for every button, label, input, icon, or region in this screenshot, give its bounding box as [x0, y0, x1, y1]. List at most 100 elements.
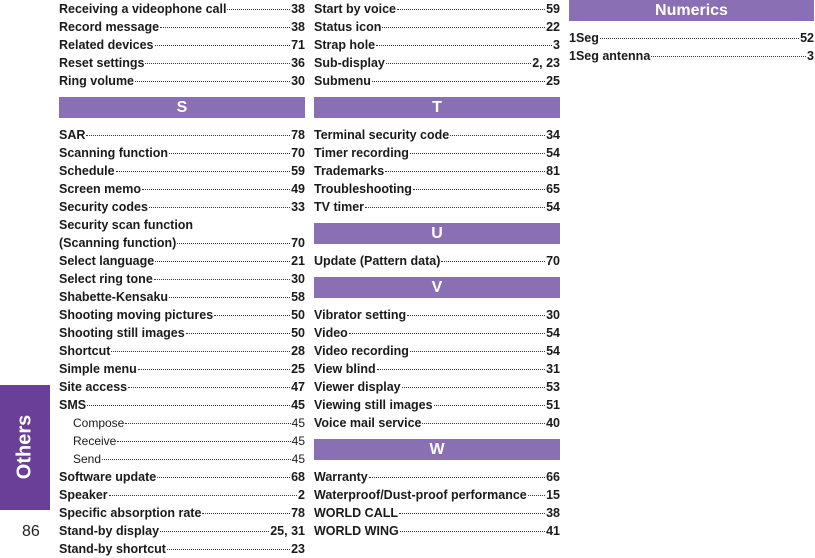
index-entry-term: Select ring tone — [59, 272, 153, 286]
dot-leader — [348, 333, 546, 334]
index-entry-page: 34 — [546, 128, 560, 142]
index-entry-term: SAR — [59, 128, 86, 142]
index-entry: Stand-by shortcut 23 — [59, 540, 305, 558]
dot-leader — [599, 38, 800, 39]
index-entry-page: 21 — [291, 254, 305, 268]
index-entry-term: Warranty — [314, 470, 368, 484]
index-entry: Receiving a videophone call 38 — [59, 0, 305, 18]
index-entry: SMS 45 — [59, 396, 305, 414]
dot-leader — [169, 153, 291, 154]
index-entry-page: 15 — [546, 488, 560, 502]
side-tab-label: Others — [13, 414, 36, 480]
dot-leader — [371, 81, 546, 82]
index-entry-page: 50 — [291, 308, 305, 322]
index-entry: Status icon 22 — [314, 18, 560, 36]
index-column-1: Receiving a videophone call 38 Record mess… — [59, 0, 305, 558]
index-entry-term: Stand-by display — [59, 524, 160, 538]
index-entry-term: Update (Pattern data) — [314, 254, 441, 268]
index-entry: WORLD CALL 38 — [314, 504, 560, 522]
dot-leader — [376, 369, 546, 370]
dot-leader — [160, 27, 291, 28]
index-entry-page: 54 — [546, 200, 560, 214]
index-entry: Video recording 54 — [314, 342, 560, 360]
index-entry-term: Speaker — [59, 488, 108, 502]
index-entry-page: 47 — [291, 380, 305, 394]
index-entry-page: 45 — [291, 434, 305, 448]
index-entry: Scanning function 70 — [59, 144, 305, 162]
index-entry-page: 54 — [546, 146, 560, 160]
index-entry-term: Reset settings — [59, 56, 145, 70]
dot-leader — [396, 9, 546, 10]
dot-leader — [117, 441, 291, 442]
index-entry-term: Viewing still images — [314, 398, 433, 412]
index-entry-term: Shooting still images — [59, 326, 185, 340]
index-entry: Speaker 2 — [59, 486, 305, 504]
index-entry-page: 45 — [291, 398, 305, 412]
index-entry-term: Sub-display — [314, 56, 385, 70]
dot-leader — [450, 135, 546, 136]
index-entry: Select language 21 — [59, 252, 305, 270]
index-entry: Reset settings 36 — [59, 54, 305, 72]
index-entry-page: 52 — [800, 31, 814, 45]
index-entry: Site access 47 — [59, 378, 305, 396]
index-entry: Viewing still images 51 — [314, 396, 560, 414]
dot-leader — [86, 135, 291, 136]
index-entry: Specific absorption rate 78 — [59, 504, 305, 522]
index-entry-term: Troubleshooting — [314, 182, 412, 196]
dot-leader — [441, 261, 546, 262]
dot-leader — [376, 45, 553, 46]
index-entry-page: 31 — [546, 362, 560, 376]
index-entry: Simple menu 25 — [59, 360, 305, 378]
dot-leader — [185, 333, 291, 334]
index-entry-term: Simple menu — [59, 362, 137, 376]
index-entry-page: 58 — [291, 290, 305, 304]
index-entry: Warranty 66 — [314, 468, 560, 486]
dot-leader — [157, 477, 291, 478]
dot-leader — [87, 405, 291, 406]
index-entry-term: Trademarks — [314, 164, 385, 178]
index-entry: Video 54 — [314, 324, 560, 342]
index-entry-term: Receiving a videophone call — [59, 2, 227, 16]
index-entry-page: 30 — [291, 272, 305, 286]
dot-leader — [128, 387, 291, 388]
index-entry-term: Ring volume — [59, 74, 135, 88]
dot-leader — [137, 369, 291, 370]
dot-leader — [202, 513, 291, 514]
dot-leader — [108, 495, 298, 496]
index-entry-page: 71 — [291, 38, 305, 52]
index-entry-page: 25 — [546, 74, 560, 88]
index-entry-term: Shabette-Kensaku — [59, 290, 169, 304]
index-entry: Strap hole 3 — [314, 36, 560, 54]
dot-leader — [433, 405, 546, 406]
index-entry: Record message 38 — [59, 18, 305, 36]
index-entry-term: Viewer display — [314, 380, 401, 394]
index-entry: Waterproof/Dust-proof performance 15 — [314, 486, 560, 504]
index-entry-term: Send — [73, 452, 102, 466]
index-entry: Vibrator setting 30 — [314, 306, 560, 324]
index-entry-term: SMS — [59, 398, 87, 412]
index-entry-term: Video — [314, 326, 348, 340]
section-header: Numerics — [569, 0, 814, 21]
index-entry-page: 38 — [291, 20, 305, 34]
index-entry-term: Related devices — [59, 38, 154, 52]
index-entry-page: 70 — [291, 146, 305, 160]
index-entry-page: 22 — [546, 20, 560, 34]
index-entry-page: 38 — [546, 506, 560, 520]
index-entry-page: 70 — [291, 236, 305, 250]
dot-leader — [365, 207, 546, 208]
dot-leader — [409, 351, 546, 352]
index-entry: Terminal security code 34 — [314, 126, 560, 144]
index-entry-page: 25, 31 — [270, 524, 305, 538]
dot-leader — [115, 171, 291, 172]
dot-leader — [166, 549, 291, 550]
section-header: W — [314, 439, 560, 460]
section-header: S — [59, 97, 305, 118]
index-entry-page: 2 — [298, 488, 305, 502]
index-entry: Start by voice 59 — [314, 0, 560, 18]
index-entry-page: 33 — [291, 200, 305, 214]
index-entry-page: 2, 23 — [532, 56, 560, 70]
dot-leader — [399, 531, 546, 532]
dot-leader — [177, 243, 291, 244]
index-entry-term: Voice mail service — [314, 416, 422, 430]
index-entry-page: 59 — [291, 164, 305, 178]
